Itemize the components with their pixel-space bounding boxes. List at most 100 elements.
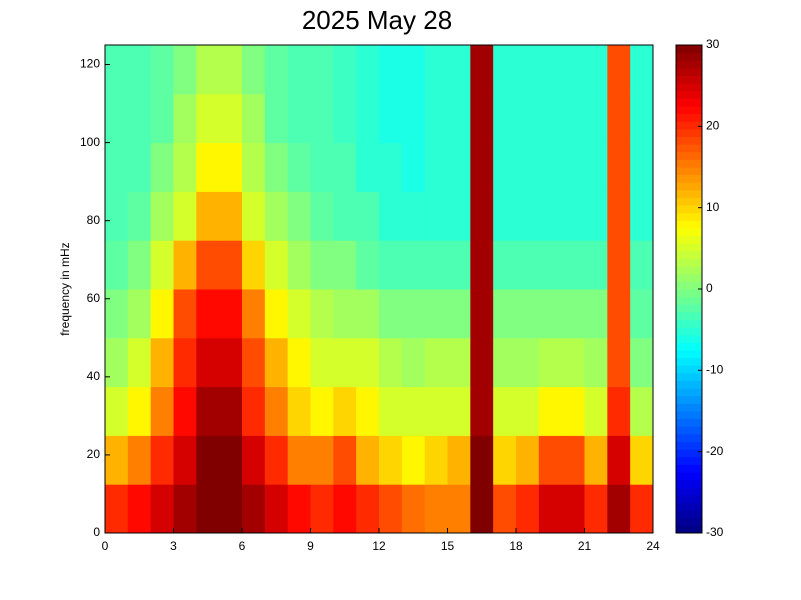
heat-cell: [561, 386, 585, 436]
heat-cell: [173, 142, 197, 192]
heat-cell: [310, 93, 334, 144]
heat-cell: [105, 386, 129, 436]
heat-cell: [333, 45, 357, 95]
heat-cell: [242, 93, 266, 144]
heat-cell: [584, 142, 608, 192]
heat-cell: [493, 93, 517, 144]
heat-cell: [584, 337, 608, 388]
heat-cell: [264, 337, 289, 388]
colorbar-tick-label: 10: [706, 200, 720, 214]
colorbar-segment: [676, 83, 702, 92]
heat-cell: [470, 191, 494, 241]
heat-cell: [538, 386, 563, 436]
heat-cell: [356, 435, 380, 485]
heat-cell: [607, 337, 631, 388]
heat-cell: [401, 386, 426, 436]
heat-cell: [607, 435, 631, 485]
heat-cell: [538, 240, 563, 290]
heat-cell: [630, 93, 654, 144]
heat-cell: [379, 289, 403, 339]
heat-cell: [287, 93, 311, 144]
heat-cell: [424, 386, 448, 436]
heat-cell: [516, 337, 540, 388]
y-tick-label: 100: [80, 135, 100, 149]
heat-cell: [493, 45, 517, 95]
colorbar-segment: [676, 174, 702, 183]
heat-cell: [424, 191, 448, 241]
heat-cell: [310, 337, 334, 388]
heat-cell: [356, 289, 380, 339]
colorbar-segment: [676, 90, 702, 99]
heat-cell: [584, 240, 608, 290]
heat-cell: [310, 142, 334, 192]
heat-cell: [333, 240, 357, 290]
colorbar-segment: [676, 327, 702, 336]
heat-cell: [287, 240, 311, 290]
heat-cell: [538, 45, 563, 95]
heat-cell: [538, 435, 563, 485]
heat-cell: [470, 142, 494, 192]
heat-cell: [127, 240, 152, 290]
heat-cell: [242, 45, 266, 95]
colorbar-segment: [676, 342, 702, 351]
colorbar-tick-label: -20: [706, 444, 724, 458]
heat-cell: [607, 45, 631, 95]
heat-cell: [333, 337, 357, 388]
colorbar-segment: [676, 472, 702, 481]
heat-cell: [561, 240, 585, 290]
heat-cell: [356, 484, 380, 534]
heat-cell: [242, 191, 266, 241]
heat-cell: [470, 435, 494, 485]
heat-cell: [561, 191, 585, 241]
colorbar-tick-label: -30: [706, 525, 724, 539]
heat-cell: [196, 191, 220, 241]
colorbar-segment: [676, 433, 702, 442]
heat-cell: [607, 289, 631, 339]
heat-cell: [424, 435, 448, 485]
heat-cell: [333, 289, 357, 339]
heat-cell: [516, 191, 540, 241]
heat-cell: [310, 191, 334, 241]
heat-cell: [310, 435, 334, 485]
heat-cell: [150, 45, 174, 95]
heat-cell: [379, 435, 403, 485]
heat-cell: [219, 93, 243, 144]
colorbar-segment: [676, 189, 702, 198]
heat-cell: [401, 93, 426, 144]
heat-cell: [356, 337, 380, 388]
heat-cell: [310, 289, 334, 339]
heat-cell: [516, 386, 540, 436]
heat-cell: [127, 289, 152, 339]
y-tick-label: 40: [87, 369, 101, 383]
heat-cell: [127, 93, 152, 144]
heat-cell: [127, 386, 152, 436]
heat-cell: [561, 45, 585, 95]
heat-cell: [264, 386, 289, 436]
heat-cell: [264, 484, 289, 534]
x-tick-label: 24: [646, 539, 660, 553]
heat-cell: [150, 289, 174, 339]
heat-cell: [150, 93, 174, 144]
heat-cell: [242, 142, 266, 192]
heat-cell: [173, 240, 197, 290]
colorbar-segment: [676, 411, 702, 420]
heat-cell: [173, 45, 197, 95]
heat-cell: [584, 93, 608, 144]
heat-cell: [105, 435, 129, 485]
heat-cell: [584, 484, 608, 534]
heat-cell: [447, 435, 471, 485]
heat-cell: [447, 386, 471, 436]
heat-cell: [538, 142, 563, 192]
heat-cell: [196, 142, 220, 192]
heat-cell: [470, 337, 494, 388]
heat-cell: [242, 484, 266, 534]
heat-cell: [105, 337, 129, 388]
colorbar-segment: [676, 60, 702, 69]
heat-cell: [196, 45, 220, 95]
y-tick-label: 0: [93, 525, 100, 539]
heat-cell: [287, 289, 311, 339]
heat-cell: [470, 240, 494, 290]
heat-cell: [150, 240, 174, 290]
heat-cell: [173, 93, 197, 144]
heat-cell: [401, 191, 426, 241]
